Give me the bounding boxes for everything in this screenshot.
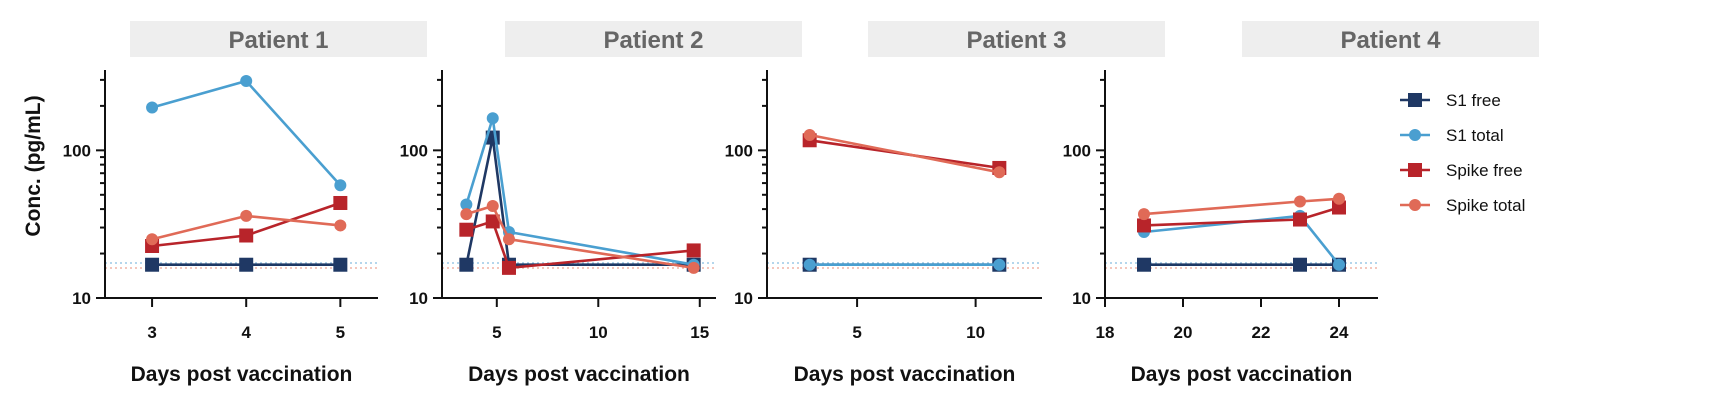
- x-tick-label: 22: [1252, 323, 1271, 342]
- data-point-spike_free: [1332, 200, 1346, 215]
- panel-title-bg: [868, 21, 1165, 57]
- x-tick-label: 3: [147, 323, 156, 342]
- y-tick-label: 100: [63, 141, 91, 160]
- series-line-spike_free: [466, 219, 694, 270]
- x-tick-label: 10: [966, 323, 985, 342]
- legend-marker-spike_total: [1409, 199, 1421, 211]
- panel-title-bg: [505, 21, 802, 57]
- data-point-spike_total: [1294, 195, 1306, 208]
- data-point-spike_total: [1138, 208, 1150, 221]
- legend: S1 free S1 total Spike free Spike total: [1400, 91, 1525, 215]
- panel-title: Patient 4: [1340, 27, 1441, 54]
- data-point-spike_free: [1293, 212, 1307, 227]
- x-axis-label: Days post vaccination: [794, 363, 1016, 386]
- data-point-spike_free: [1137, 218, 1151, 233]
- data-point-spike_total: [334, 219, 347, 232]
- series-line-spike_total: [1143, 197, 1340, 216]
- series-line-s1_total: [465, 117, 694, 266]
- y-axis-label: Conc. (pg/mL): [22, 95, 45, 236]
- data-point-s1_total: [146, 101, 159, 114]
- x-tick-label: 10: [589, 323, 608, 342]
- legend-marker-spike_free: [1408, 163, 1422, 177]
- x-tick-label: 5: [336, 323, 345, 342]
- data-point-s1_free: [459, 257, 474, 272]
- data-point-spike_total: [146, 233, 159, 246]
- data-point-spike_free: [485, 214, 500, 229]
- panel-2: Patient 2 10 100 5 10 15 Days post vaccination: [400, 21, 802, 386]
- data-point-s1_free: [1293, 257, 1307, 272]
- x-tick-label: 4: [241, 323, 251, 342]
- y-tick-label: 100: [400, 141, 428, 160]
- data-point-spike_total: [486, 199, 499, 212]
- y-tick-label: 100: [1063, 141, 1091, 160]
- data-point-spike_free: [686, 243, 701, 258]
- data-point-spike_free: [333, 195, 348, 210]
- data-point-spike_total: [803, 129, 816, 142]
- series-line-spike_total: [466, 204, 694, 270]
- data-point-s1_total: [460, 198, 473, 211]
- y-tick-label: 10: [72, 289, 91, 308]
- panel-4: Patient 4 10 100 18 20 22 24 Days post vaccinat…: [1063, 21, 1539, 386]
- legend-label-s1_total: S1 total: [1446, 126, 1504, 145]
- data-point-spike_total: [993, 166, 1006, 179]
- data-point-spike_total: [502, 233, 515, 246]
- series-line-s1_total: [151, 79, 342, 187]
- data-point-s1_free: [1137, 257, 1151, 272]
- legend-marker-s1_total: [1409, 129, 1421, 141]
- y-tick-label: 10: [409, 289, 428, 308]
- data-point-s1_total: [240, 74, 253, 87]
- data-point-s1_total: [803, 258, 816, 271]
- panel-title: Patient 3: [966, 27, 1066, 54]
- data-point-s1_total: [993, 258, 1006, 271]
- series-line-spike_free: [1143, 206, 1340, 227]
- x-tick-label: 15: [690, 323, 709, 342]
- x-tick-label: 5: [852, 323, 861, 342]
- x-axis-label: Days post vaccination: [131, 363, 353, 386]
- data-point-s1_free: [145, 257, 160, 272]
- x-axis-label: Days post vaccination: [1131, 363, 1353, 386]
- x-tick-label: 18: [1096, 323, 1115, 342]
- series-line-s1_free: [465, 137, 694, 267]
- legend-label-s1_free: S1 free: [1446, 91, 1501, 110]
- x-tick-label: 5: [492, 323, 501, 342]
- panel-title-bg: [130, 21, 427, 57]
- data-point-spike_free: [459, 222, 474, 237]
- series-line-spike_total: [809, 133, 1000, 174]
- data-point-s1_free: [333, 257, 348, 272]
- legend-label-spike_free: Spike free: [1446, 161, 1523, 180]
- data-point-spike_total: [687, 261, 700, 274]
- data-point-spike_total: [460, 208, 473, 221]
- panel-title-bg: [1242, 21, 1539, 57]
- data-point-s1_total: [1333, 258, 1345, 271]
- legend-marker-s1_free: [1408, 93, 1422, 107]
- data-point-spike_total: [240, 209, 253, 222]
- data-point-s1_total: [486, 112, 499, 125]
- x-axis-label: Days post vaccination: [468, 363, 690, 386]
- data-point-spike_total: [1333, 192, 1345, 205]
- legend-label-spike_total: Spike total: [1446, 196, 1525, 215]
- panel-1: Patient 1 10 100 3 4 5 Days post vaccination Co…: [22, 21, 427, 386]
- y-tick-label: 100: [725, 141, 753, 160]
- y-tick-label: 10: [1072, 289, 1091, 308]
- panel-title: Patient 1: [228, 27, 328, 54]
- data-point-s1_free: [239, 257, 254, 272]
- y-tick-label: 10: [734, 289, 753, 308]
- x-tick-label: 24: [1330, 323, 1349, 342]
- panel-3: Patient 3 10 100 5 10 Days post vaccination: [725, 21, 1165, 386]
- data-point-spike_free: [501, 260, 516, 275]
- x-tick-label: 20: [1174, 323, 1193, 342]
- data-point-spike_free: [239, 228, 254, 243]
- data-point-s1_total: [334, 179, 347, 192]
- panel-title: Patient 2: [603, 27, 703, 54]
